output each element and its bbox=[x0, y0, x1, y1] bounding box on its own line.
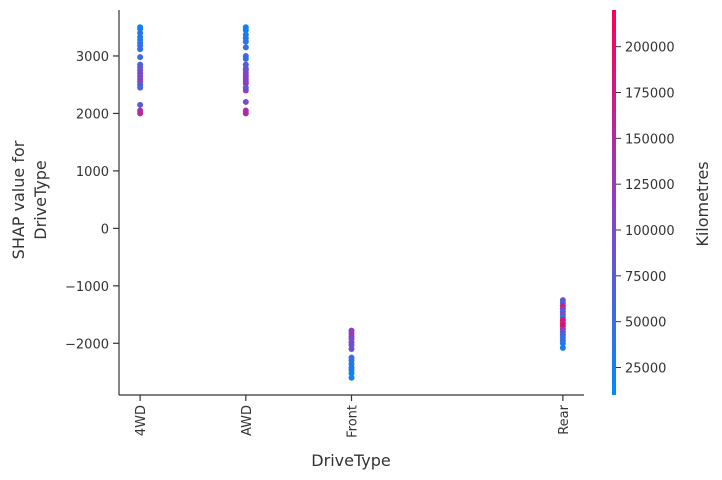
colorbar-tick-label: 50000 bbox=[625, 316, 666, 331]
data-point bbox=[137, 54, 144, 61]
data-point bbox=[559, 344, 566, 351]
data-point bbox=[242, 27, 249, 34]
y-tick-label: 2000 bbox=[76, 107, 109, 122]
scatter-points bbox=[137, 24, 566, 381]
x-axis-title: DriveType bbox=[311, 451, 390, 470]
data-point bbox=[242, 98, 249, 105]
y-tick-label: −1000 bbox=[65, 280, 109, 295]
y-axis-ticks: −2000 −1000 0 1000 2000 3000 bbox=[65, 50, 119, 352]
y-tick-label: 0 bbox=[101, 222, 109, 237]
colorbar-gradient bbox=[612, 10, 616, 395]
y-tick-label: 1000 bbox=[76, 165, 109, 180]
data-point bbox=[348, 370, 355, 377]
y-tick-label: 3000 bbox=[76, 50, 109, 65]
colorbar-tick-label: 150000 bbox=[625, 132, 675, 147]
colorbar-tick-label: 75000 bbox=[625, 270, 666, 285]
data-point bbox=[242, 110, 249, 117]
y-axis-title-line-2: DriveType bbox=[31, 160, 50, 239]
x-axis-ticks: 4WD AWD Front Rear bbox=[134, 395, 572, 438]
data-point bbox=[242, 44, 249, 51]
x-tick-label: AWD bbox=[240, 405, 255, 436]
plot-area: −2000 −1000 0 1000 2000 3000 4WD AWD Front Rear bbox=[65, 10, 584, 438]
data-point bbox=[137, 84, 144, 91]
y-tick-label: −2000 bbox=[65, 337, 109, 352]
data-point bbox=[242, 55, 249, 62]
colorbar-tick-label: 175000 bbox=[625, 87, 675, 102]
colorbar-tick-label: 100000 bbox=[625, 224, 675, 239]
data-point bbox=[242, 87, 249, 94]
colorbar-title: Kilometres bbox=[693, 161, 712, 246]
data-point bbox=[137, 110, 144, 117]
data-point bbox=[348, 346, 355, 353]
colorbar-ticks: 25000 50000 75000 100000 125000 150000 175000 2… bbox=[616, 41, 675, 377]
colorbar: 25000 50000 75000 100000 125000 150000 175000 2… bbox=[612, 10, 712, 395]
data-point bbox=[137, 101, 144, 108]
data-point bbox=[348, 374, 355, 381]
data-point bbox=[242, 38, 249, 45]
x-tick-label: 4WD bbox=[134, 405, 149, 436]
data-point bbox=[137, 46, 144, 53]
colorbar-tick-label: 125000 bbox=[625, 178, 675, 193]
colorbar-tick-label: 25000 bbox=[625, 362, 666, 377]
y-axis-title-line-1: SHAP value for bbox=[9, 140, 28, 259]
x-tick-label: Rear bbox=[557, 404, 572, 434]
x-tick-label: Front bbox=[346, 405, 361, 438]
colorbar-tick-label: 200000 bbox=[625, 41, 675, 56]
y-axis-title: SHAP value for DriveType bbox=[9, 140, 50, 259]
data-point bbox=[559, 340, 566, 347]
